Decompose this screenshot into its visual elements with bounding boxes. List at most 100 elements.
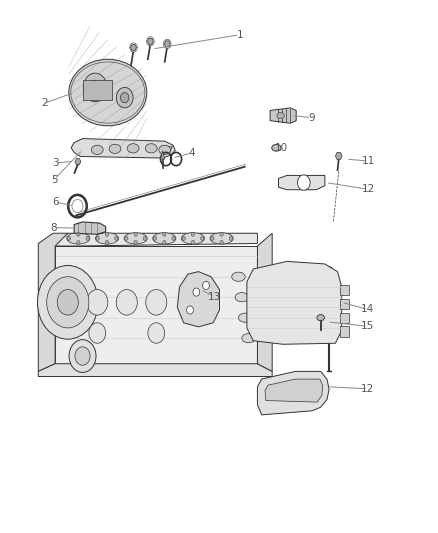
Circle shape bbox=[143, 236, 146, 240]
Circle shape bbox=[186, 306, 193, 314]
Text: 9: 9 bbox=[307, 112, 314, 123]
Text: 14: 14 bbox=[360, 304, 374, 314]
Circle shape bbox=[120, 93, 129, 103]
Circle shape bbox=[124, 236, 128, 240]
Circle shape bbox=[96, 236, 99, 240]
Ellipse shape bbox=[127, 144, 139, 153]
Bar bbox=[339, 326, 348, 337]
Text: 10: 10 bbox=[275, 143, 288, 154]
Polygon shape bbox=[75, 158, 81, 165]
Text: 11: 11 bbox=[361, 156, 374, 166]
Circle shape bbox=[114, 236, 118, 240]
Ellipse shape bbox=[276, 112, 284, 119]
Ellipse shape bbox=[159, 145, 170, 155]
Circle shape bbox=[191, 232, 194, 236]
Polygon shape bbox=[82, 80, 112, 100]
Circle shape bbox=[191, 240, 194, 245]
Polygon shape bbox=[269, 108, 296, 123]
Circle shape bbox=[37, 265, 98, 339]
Polygon shape bbox=[74, 222, 106, 235]
Polygon shape bbox=[53, 233, 257, 246]
Text: 12: 12 bbox=[361, 184, 374, 194]
Polygon shape bbox=[278, 175, 324, 190]
Circle shape bbox=[134, 232, 137, 236]
Circle shape bbox=[105, 240, 109, 245]
Circle shape bbox=[297, 175, 309, 190]
Polygon shape bbox=[257, 372, 328, 415]
Circle shape bbox=[202, 281, 209, 289]
Circle shape bbox=[200, 236, 203, 240]
Text: 3: 3 bbox=[52, 158, 58, 168]
Circle shape bbox=[69, 340, 96, 373]
Circle shape bbox=[134, 240, 137, 245]
Ellipse shape bbox=[238, 313, 251, 322]
Circle shape bbox=[46, 277, 88, 328]
Polygon shape bbox=[38, 364, 272, 376]
Text: 1: 1 bbox=[236, 30, 243, 40]
Circle shape bbox=[75, 347, 90, 365]
Circle shape bbox=[57, 289, 78, 315]
Circle shape bbox=[210, 236, 214, 240]
Ellipse shape bbox=[145, 144, 157, 153]
Circle shape bbox=[219, 232, 223, 236]
Text: 4: 4 bbox=[188, 148, 195, 158]
Polygon shape bbox=[164, 41, 170, 47]
Circle shape bbox=[148, 323, 164, 343]
Circle shape bbox=[162, 232, 166, 236]
Circle shape bbox=[105, 232, 109, 236]
Circle shape bbox=[172, 236, 175, 240]
Circle shape bbox=[116, 289, 137, 315]
Circle shape bbox=[116, 87, 133, 108]
Ellipse shape bbox=[231, 272, 245, 281]
Polygon shape bbox=[246, 261, 341, 344]
Circle shape bbox=[89, 80, 101, 94]
Ellipse shape bbox=[152, 233, 176, 244]
Polygon shape bbox=[55, 246, 257, 364]
Ellipse shape bbox=[316, 314, 324, 321]
Circle shape bbox=[67, 236, 71, 240]
Text: 8: 8 bbox=[50, 223, 57, 232]
Polygon shape bbox=[147, 38, 153, 44]
Text: 5: 5 bbox=[51, 174, 57, 184]
Polygon shape bbox=[160, 151, 164, 159]
Bar bbox=[339, 285, 348, 295]
Polygon shape bbox=[130, 44, 136, 51]
Text: 13: 13 bbox=[207, 292, 221, 302]
Ellipse shape bbox=[235, 293, 248, 302]
Text: 2: 2 bbox=[41, 98, 47, 108]
Circle shape bbox=[229, 236, 232, 240]
Bar bbox=[339, 312, 348, 323]
Ellipse shape bbox=[109, 144, 120, 154]
Ellipse shape bbox=[91, 145, 103, 155]
Text: 6: 6 bbox=[52, 197, 58, 207]
Polygon shape bbox=[38, 233, 67, 372]
Polygon shape bbox=[257, 233, 272, 372]
Circle shape bbox=[162, 240, 166, 245]
Ellipse shape bbox=[241, 334, 255, 343]
Ellipse shape bbox=[271, 144, 280, 151]
Text: 7: 7 bbox=[166, 147, 173, 156]
Polygon shape bbox=[265, 379, 322, 402]
Circle shape bbox=[87, 289, 108, 315]
Circle shape bbox=[193, 288, 199, 296]
Ellipse shape bbox=[69, 59, 146, 126]
Circle shape bbox=[153, 236, 156, 240]
Polygon shape bbox=[335, 152, 341, 159]
Circle shape bbox=[88, 323, 106, 343]
Circle shape bbox=[182, 236, 185, 240]
Text: 15: 15 bbox=[360, 321, 374, 332]
Ellipse shape bbox=[209, 233, 233, 244]
Text: 12: 12 bbox=[360, 384, 374, 394]
Ellipse shape bbox=[124, 233, 147, 244]
Polygon shape bbox=[71, 139, 175, 158]
Circle shape bbox=[77, 240, 80, 245]
Circle shape bbox=[86, 236, 89, 240]
Circle shape bbox=[83, 73, 107, 102]
Polygon shape bbox=[177, 272, 219, 327]
Circle shape bbox=[145, 289, 166, 315]
Ellipse shape bbox=[67, 233, 90, 244]
Ellipse shape bbox=[95, 233, 118, 244]
Ellipse shape bbox=[181, 233, 204, 244]
Circle shape bbox=[219, 240, 223, 245]
Bar bbox=[339, 298, 348, 309]
